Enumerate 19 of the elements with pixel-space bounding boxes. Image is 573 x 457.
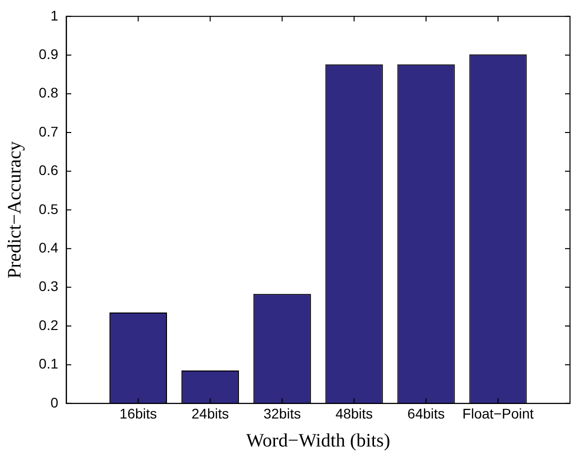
- y-axis-title: Predict−Accuracy: [4, 140, 26, 279]
- x-tick-label: Float−Point: [462, 406, 534, 422]
- x-tick-label: 24bits: [192, 406, 229, 422]
- x-tick-label: 48bits: [335, 406, 373, 422]
- y-tick-label: 0.9: [38, 46, 58, 62]
- y-tick-label: 0.8: [38, 84, 58, 101]
- x-axis-title: Word−Width (bits): [246, 430, 390, 452]
- y-tick-label: 0.6: [38, 162, 58, 178]
- x-tick-label: 32bits: [263, 406, 301, 422]
- y-tick-label: 0.1: [38, 356, 58, 372]
- y-tick-label: 0.5: [38, 200, 58, 217]
- x-tick-label: 64bits: [407, 406, 445, 422]
- y-tick-label: 0.4: [38, 239, 58, 256]
- x-tick-label: 16bits: [120, 406, 157, 422]
- y-tick-label: 0.2: [38, 316, 58, 333]
- y-tick-label: 0.3: [38, 278, 58, 294]
- y-tick-label: 0: [50, 394, 58, 410]
- y-tick-label: 1: [50, 7, 58, 24]
- y-tick-label: 0.7: [38, 123, 58, 140]
